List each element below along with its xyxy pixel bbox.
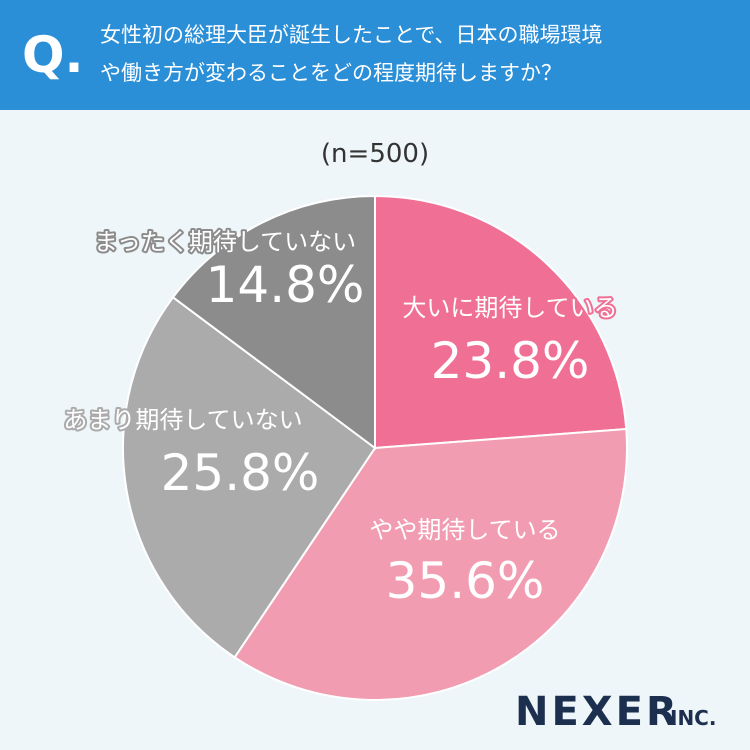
logo-name: NEXER — [515, 689, 680, 735]
pie-slice — [122, 295, 377, 659]
title-line: や働き方が変わることをどの程度期待しますか？ — [100, 61, 562, 85]
logo-suffix: INC. — [670, 706, 716, 730]
title-line: 女性初の総理大臣が誕生したことで、日本の職場環境 — [100, 23, 603, 47]
value-label: 35.6% — [386, 552, 545, 610]
pie-slice — [374, 194, 628, 450]
value-label: 25.8% — [161, 444, 320, 502]
pie — [122, 194, 628, 701]
category-label: やや期待している — [369, 516, 560, 544]
header-bar — [0, 0, 750, 110]
pie-slice — [171, 194, 376, 450]
question-mark: Q. — [22, 26, 84, 84]
category-label: まったく期待していない — [94, 228, 356, 256]
value-label: 14.8% — [206, 256, 365, 314]
subtitle: (n=500) — [321, 139, 429, 169]
category-label: あまり期待していない — [63, 406, 302, 434]
category-label: 大いに期待している — [402, 294, 617, 322]
labels: 大いに期待している 23.8% やや期待している 35.6% あまり期待していない 25.… — [61, 226, 619, 612]
pie-slice — [233, 427, 628, 701]
value-label: 23.8% — [431, 332, 590, 390]
